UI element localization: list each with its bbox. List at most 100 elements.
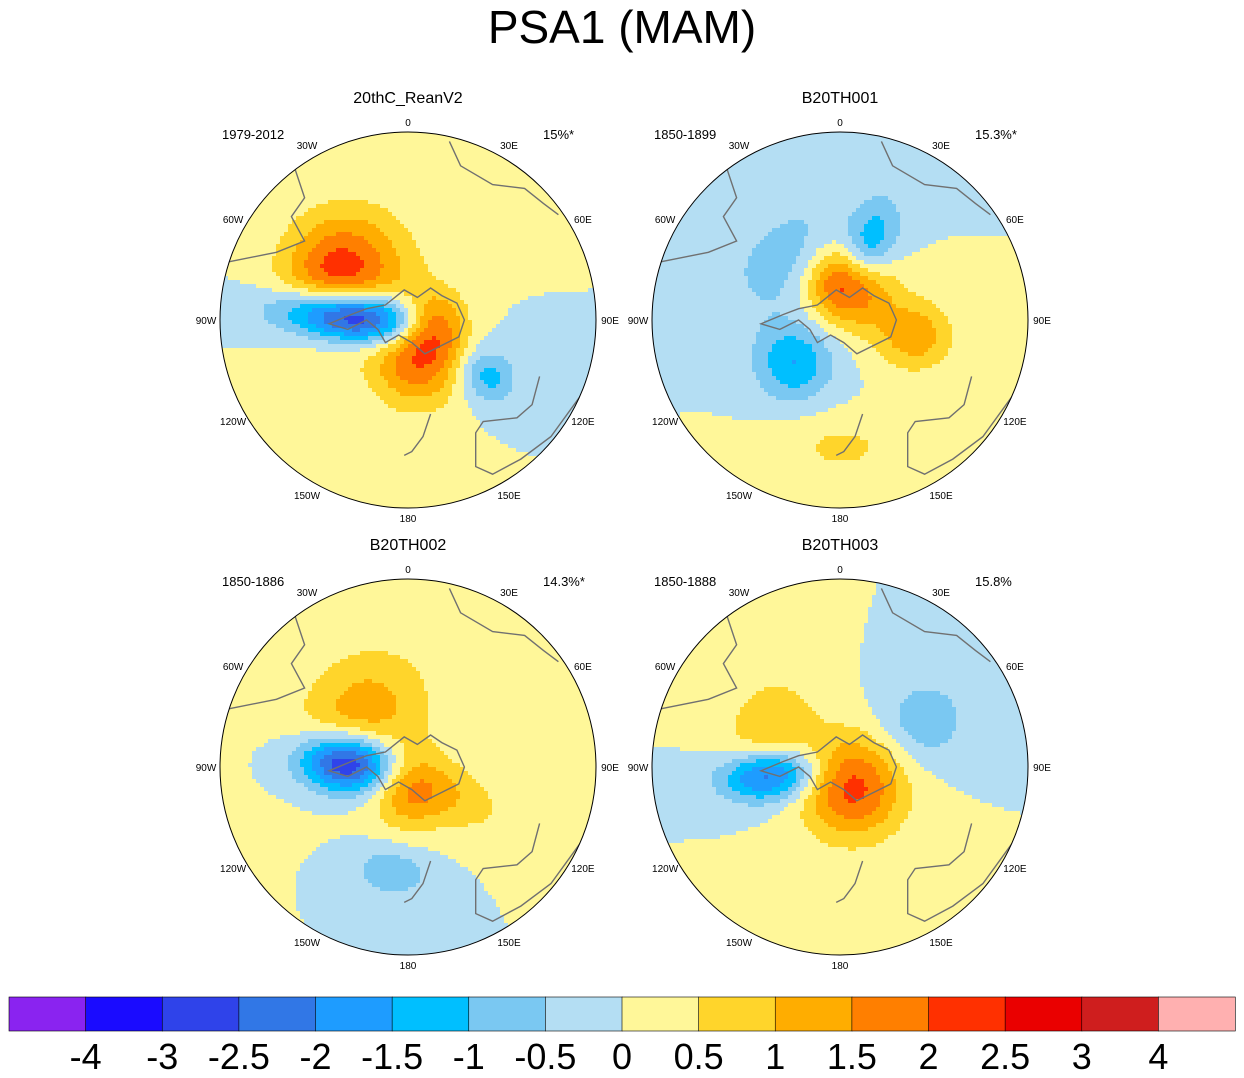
colorbar-swatch [1158, 996, 1236, 1032]
map-border [651, 131, 1029, 509]
panel-variance: 14.3%* [543, 574, 585, 589]
lon-label: 30E [500, 588, 518, 599]
lon-label: 120W [652, 417, 679, 428]
colorbar-swatch [315, 996, 393, 1032]
lon-label: 150W [726, 938, 753, 949]
lon-label: 60E [1006, 215, 1024, 226]
contour-field [652, 579, 1028, 955]
colorbar-label: -4 [70, 1036, 102, 1077]
colorbar-label: -0.5 [514, 1036, 576, 1077]
map-border [651, 578, 1029, 956]
panel-title: 20thC_ReanV2 [353, 90, 463, 107]
lon-label: 90E [601, 763, 619, 774]
figure-title: PSA1 (MAM) [0, 2, 1244, 52]
lon-label: 0 [405, 118, 411, 129]
panel-variance: 15%* [543, 127, 574, 142]
colorbar-label: -1 [453, 1036, 485, 1077]
lon-label: 150E [497, 491, 521, 502]
colorbar-swatch [238, 996, 317, 1032]
map-panel-4: 0 30E 60E 90E 120E 150E 180 150W 120W 90W 60W 30W B2… [628, 537, 1052, 972]
lon-label: 150W [294, 491, 321, 502]
map-border [219, 131, 597, 509]
lon-label: 180 [832, 961, 849, 972]
lon-label: 30W [729, 588, 750, 599]
colorbar-swatch [1004, 996, 1083, 1032]
lon-label: 90W [196, 316, 217, 327]
colorbar-label: 2 [918, 1036, 938, 1077]
panel-variance: 15.8% [975, 574, 1012, 589]
colorbar-label: -3 [146, 1036, 178, 1077]
lon-label: 30W [729, 141, 750, 152]
colorbar-label: -2.5 [208, 1036, 270, 1077]
lon-label: 150W [294, 938, 321, 949]
colorbar-swatch [391, 996, 470, 1032]
panel-title: B20TH002 [370, 537, 447, 554]
colorbar-swatch [928, 996, 1006, 1032]
lon-label: 90E [1033, 763, 1051, 774]
lon-label: 150E [929, 491, 953, 502]
colorbar-label: -1.5 [361, 1036, 423, 1077]
colorbar-swatch [8, 996, 87, 1032]
lon-label: 120E [1003, 417, 1027, 428]
colorbar-label: 0 [612, 1036, 632, 1077]
colorbar-label: -2 [299, 1036, 331, 1077]
lon-label: 180 [400, 961, 417, 972]
lon-label: 60W [223, 662, 244, 673]
colorbar-swatch [1081, 996, 1159, 1032]
lon-label: 180 [400, 514, 417, 525]
colorbar-label: 1.5 [827, 1036, 877, 1077]
lon-label: 90W [628, 763, 649, 774]
lon-label: 30E [500, 141, 518, 152]
panel-variance: 15.3%* [975, 127, 1017, 142]
contour-field [220, 132, 596, 508]
lon-label: 60E [1006, 662, 1024, 673]
panel-period: 1850-1886 [222, 574, 284, 589]
contour-field [652, 132, 1028, 508]
colorbar-label: 3 [1072, 1036, 1092, 1077]
colorbar-swatch [161, 996, 240, 1032]
lon-label: 60W [223, 215, 244, 226]
lon-label: 120E [571, 864, 595, 875]
lon-label: 30W [297, 588, 318, 599]
colorbar-label: 4 [1148, 1036, 1168, 1077]
map-border [219, 578, 597, 956]
colorbar-swatch [851, 996, 930, 1032]
panel-period: 1850-1899 [654, 127, 716, 142]
lon-label: 120W [220, 864, 247, 875]
lon-label: 150E [929, 938, 953, 949]
colorbar-label: 1 [765, 1036, 785, 1077]
lon-label: 0 [837, 565, 843, 576]
lon-label: 0 [405, 565, 411, 576]
colorbar-label: 2.5 [980, 1036, 1030, 1077]
coastlines [229, 141, 582, 475]
colorbar-swatch [621, 996, 700, 1032]
panel-title: B20TH003 [802, 537, 879, 554]
map-panel-1: 0 30E 60E 90E 120E 150E 180 150W 120W 90W 60W 30W 20… [196, 90, 620, 525]
polar-maps-figure: 0 30E 60E 90E 120E 150E 180 150W 120W 90W 60W 30W 20… [196, 90, 1052, 972]
colorbar-swatch [85, 996, 163, 1032]
lon-label: 120W [652, 864, 679, 875]
lon-label: 150E [497, 938, 521, 949]
colorbar-swatch [698, 996, 776, 1032]
lon-label: 0 [837, 118, 843, 129]
lon-label: 90E [1033, 316, 1051, 327]
lon-label: 60W [655, 662, 676, 673]
lon-label: 30E [932, 141, 950, 152]
panel-title: B20TH001 [802, 90, 879, 107]
colorbar-swatch [774, 996, 853, 1032]
lon-label: 180 [832, 514, 849, 525]
lon-label: 60E [574, 215, 592, 226]
panel-period: 1850-1888 [654, 574, 716, 589]
lon-label: 30W [297, 141, 318, 152]
map-panel-3: 0 30E 60E 90E 120E 150E 180 150W 120W 90W 60W 30W B2… [196, 537, 620, 972]
lon-label: 150W [726, 491, 753, 502]
lon-label: 90W [196, 763, 217, 774]
colorbar-swatch [545, 996, 623, 1032]
lon-label: 90E [601, 316, 619, 327]
contour-field [220, 579, 596, 955]
lon-label: 60W [655, 215, 676, 226]
lon-label: 120E [571, 417, 595, 428]
panel-period: 1979-2012 [222, 127, 284, 142]
lon-label: 120E [1003, 864, 1027, 875]
map-panel-2: 0 30E 60E 90E 120E 150E 180 150W 120W 90W 60W 30W B2… [628, 90, 1052, 525]
